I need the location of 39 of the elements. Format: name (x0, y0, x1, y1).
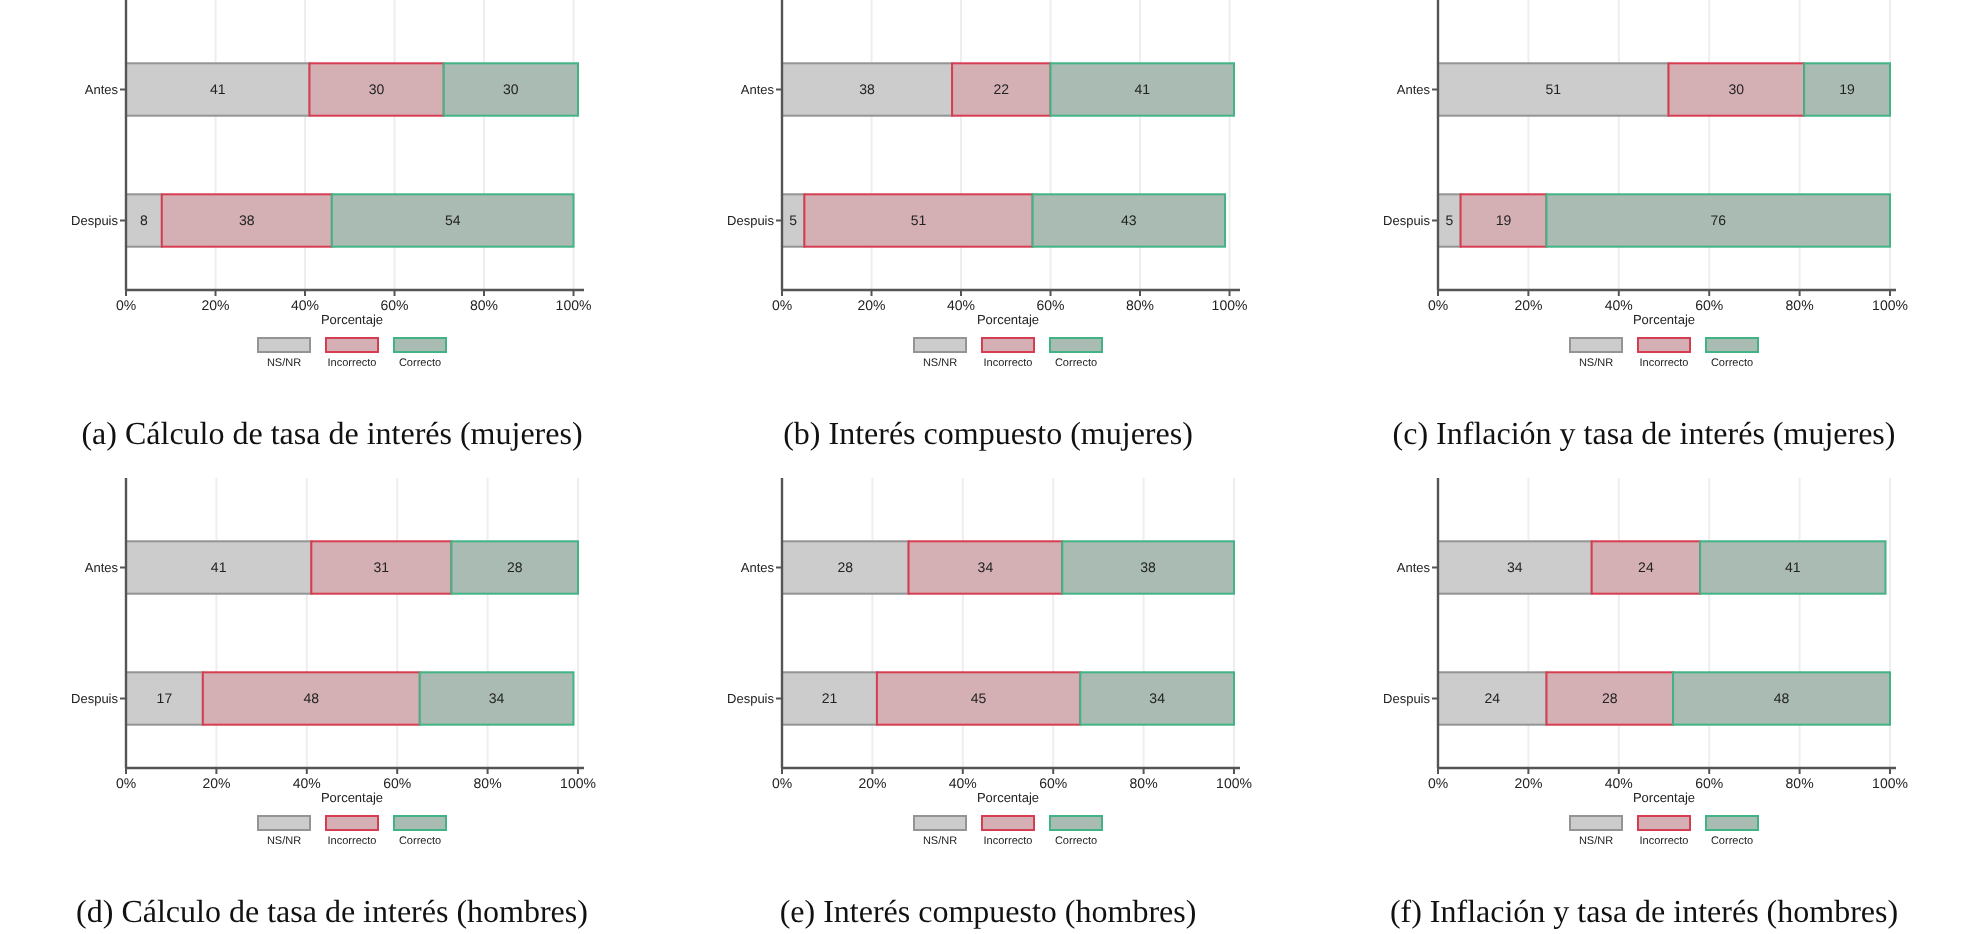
bar (1459, 193, 1548, 248)
bar (875, 671, 1082, 726)
bar (160, 193, 333, 248)
bar (310, 540, 453, 595)
bar (125, 540, 313, 595)
text: (c) Inflación y tasa de interés (mujeres) (1392, 418, 1896, 452)
text: (d) Cálculo de tasa de interés (hombres) (76, 896, 588, 930)
bar (1437, 62, 1670, 117)
bar (951, 62, 1052, 117)
bar (803, 193, 1034, 248)
bar (125, 671, 204, 726)
bar (308, 62, 445, 117)
bar (125, 62, 311, 117)
bar (1049, 62, 1235, 117)
bar (330, 193, 575, 248)
bar (418, 671, 575, 726)
bar (781, 540, 910, 595)
bar (1545, 193, 1891, 248)
bar (1590, 540, 1702, 595)
bar (781, 62, 954, 117)
bar (442, 62, 579, 117)
bar (1667, 62, 1806, 117)
bar (1672, 671, 1891, 726)
text: (b) Interés compuesto (mujeres) (783, 418, 1193, 452)
text: (e) Interés compuesto (hombres) (779, 896, 1197, 930)
bar (1437, 540, 1593, 595)
bar (1031, 193, 1227, 248)
bar (201, 671, 421, 726)
bar (781, 671, 878, 726)
bar (1545, 671, 1675, 726)
bar (1079, 671, 1235, 726)
bar (907, 540, 1064, 595)
text: (f) Inflación y tasa de interés (hombres) (1389, 896, 1899, 930)
bar (1699, 540, 1887, 595)
bar (450, 540, 579, 595)
bar (1437, 671, 1548, 726)
bar (1061, 540, 1235, 595)
text: (a) Cálculo de tasa de interés (mujeres) (81, 418, 583, 452)
bar (1803, 62, 1891, 117)
